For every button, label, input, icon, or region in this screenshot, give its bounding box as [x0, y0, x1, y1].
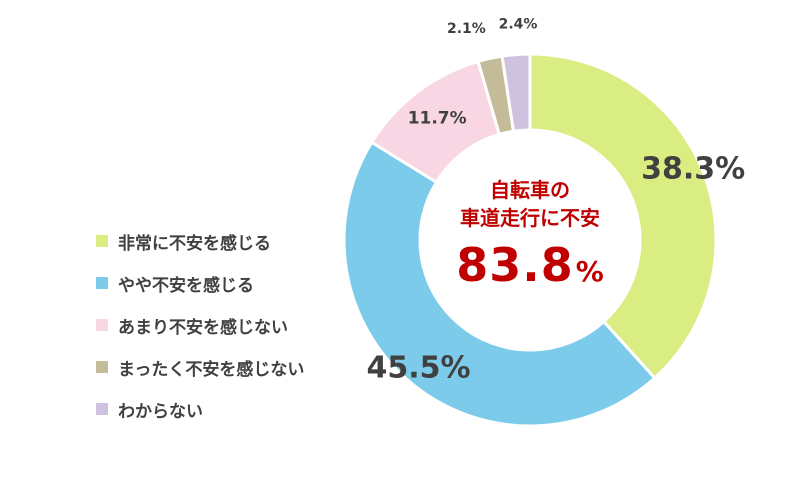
legend-label-4: まったく不安を感じない	[118, 359, 305, 380]
legend-label-2: やや不安を感じる	[118, 275, 254, 296]
center-value: 83.8%	[420, 238, 640, 292]
legend-swatch-5	[96, 403, 108, 415]
legend-swatch-3	[96, 319, 108, 331]
legend-label-5: わからない	[118, 401, 203, 422]
legend-swatch-1	[96, 235, 108, 247]
legend-swatch-2	[96, 277, 108, 289]
legend-item-4: まったく不安を感じない	[96, 354, 304, 380]
legend: 非常に不安を感じる やや不安を感じるあまり不安を感じない まったく不安を感じない わか…	[96, 228, 304, 422]
donut-slice-2	[342, 140, 657, 428]
center-title-line1: 自転車の	[490, 178, 570, 202]
legend-swatch-4	[96, 361, 108, 373]
center-title-line2: 車道走行に不安	[460, 206, 600, 230]
donut-slice-1	[528, 52, 718, 381]
slice-label-3: 11.7%	[408, 109, 467, 129]
slice-label-1: 38.3%	[641, 151, 745, 186]
legend-item-1: 非常に不安を感じる	[96, 228, 304, 254]
center-value-number: 83.8	[456, 238, 574, 292]
slice-label-2: 45.5%	[366, 351, 470, 386]
legend-label-1: 非常に不安を感じる	[118, 233, 271, 254]
legend-label-3: あまり不安を感じない	[118, 317, 288, 338]
center-title: 自転車の 車道走行に不安	[430, 176, 630, 232]
legend-item-5: わからない	[96, 396, 304, 422]
center-value-unit: %	[575, 255, 604, 288]
legend-item-2: やや不安を感じる	[96, 270, 304, 296]
slice-label-4: 2.1%	[447, 21, 486, 37]
slice-label-5: 2.4%	[499, 17, 538, 33]
legend-item-3: あまり不安を感じない	[96, 312, 304, 338]
donut-slice-5	[500, 52, 532, 133]
